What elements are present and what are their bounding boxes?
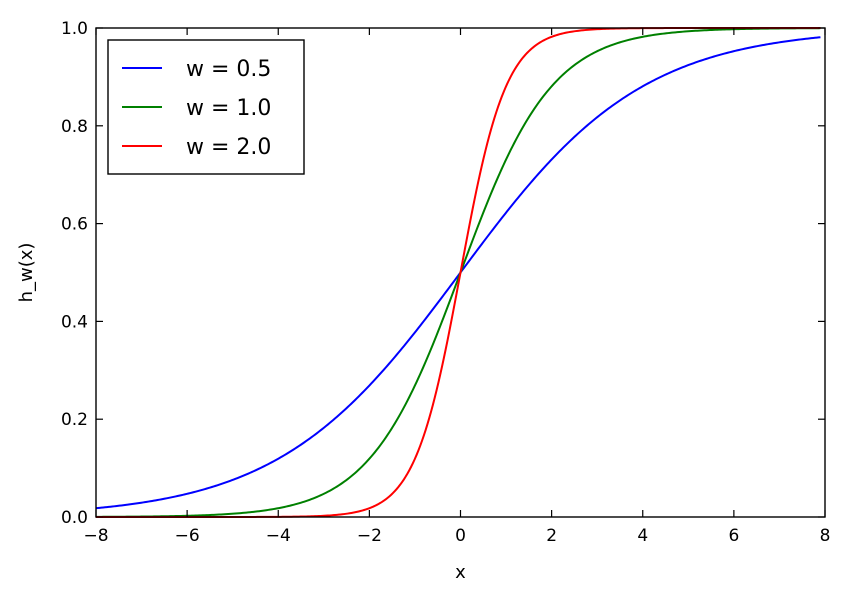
legend-entry-label: w = 0.5 — [186, 57, 271, 82]
x-tick-label: 4 — [637, 526, 648, 546]
y-tick-label: 0.0 — [61, 508, 88, 528]
legend: w = 0.5 w = 1.0 w = 2.0 — [107, 39, 305, 175]
x-tick-label: −4 — [266, 526, 291, 546]
x-axis-label: x — [455, 562, 466, 583]
series-line-1 — [96, 36, 821, 510]
x-tick-label: 0 — [455, 526, 466, 546]
y-tick-label: 0.6 — [61, 215, 88, 235]
x-tick-label: −6 — [175, 526, 200, 546]
y-tick-label: 1.0 — [61, 19, 88, 39]
x-tick-label: 6 — [728, 526, 739, 546]
ticks-layer: −8 −6 −4 −2 0 2 4 6 8 0.0 0.2 0.4 0.6 0.8 1.0 — [61, 19, 830, 546]
y-axis-label: h_w(x) — [16, 243, 37, 303]
legend-entry-label: w = 1.0 — [186, 96, 271, 121]
y-tick-label: 0.2 — [61, 410, 88, 430]
series-line-2 — [96, 27, 821, 518]
x-tick-label: 2 — [546, 526, 557, 546]
legend-entry-label: w = 2.0 — [186, 135, 271, 160]
x-tick-label: −2 — [357, 526, 382, 546]
y-tick-label: 0.4 — [61, 312, 88, 332]
x-tick-label: 8 — [820, 526, 831, 546]
y-tick-label: 0.8 — [61, 117, 88, 137]
x-tick-label: −8 — [83, 526, 108, 546]
